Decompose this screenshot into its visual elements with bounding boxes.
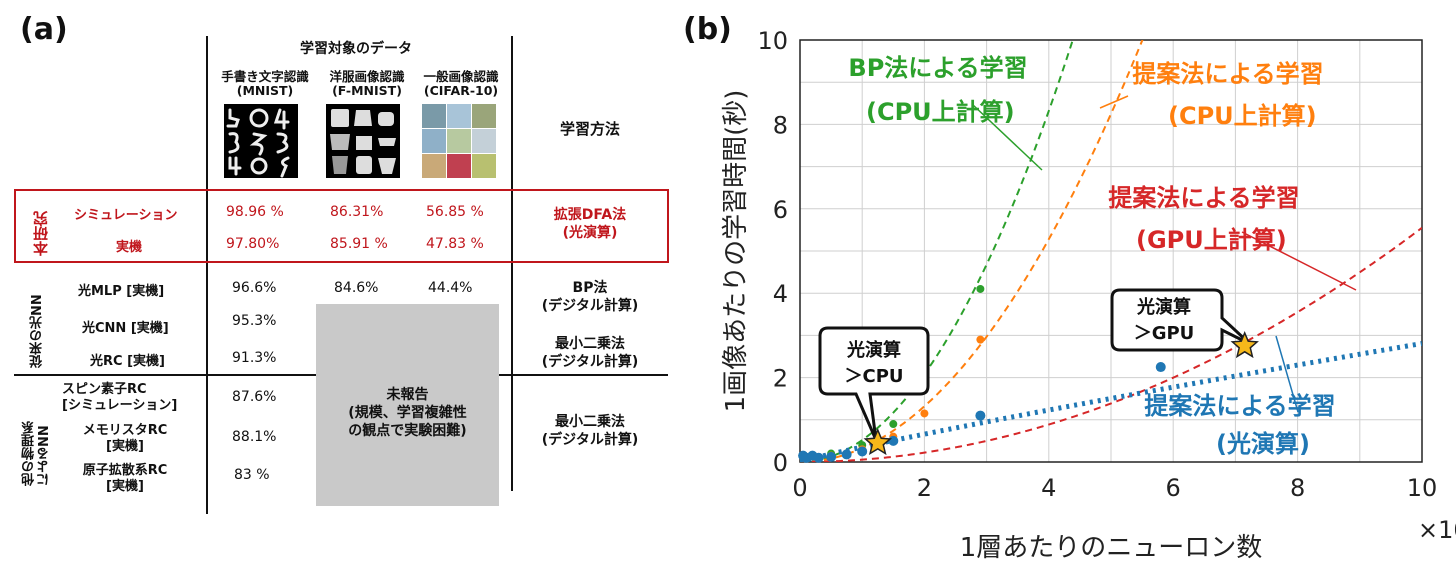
star-marker-gpu <box>1230 330 1259 359</box>
y-tick-label: 6 <box>773 196 788 224</box>
cell-mlp-fmnist: 84.6% <box>334 280 379 296</box>
x-axis-label: 1層あたりのニューロン数 <box>960 533 1263 563</box>
cell-sim-fmnist: 86.31% <box>330 204 384 220</box>
data-point <box>826 451 837 462</box>
this-work-box <box>14 189 669 263</box>
plot-frame <box>799 39 1423 463</box>
series-leader-line <box>971 103 1043 171</box>
y-tick-label: 10 <box>757 27 788 55</box>
star-marker-cpu <box>863 428 892 456</box>
data-point <box>975 410 986 421</box>
cell-memristor-mnist: 88.1% <box>232 429 277 445</box>
row-optical-rc-label: 光RC [実機] <box>90 354 165 369</box>
row-optical-mlp-label: 光MLP [実機] <box>78 284 165 299</box>
cell-hw-cifar: 47.83 % <box>426 236 484 252</box>
cell-sim-mnist: 98.96 % <box>226 204 284 220</box>
series-leader-line <box>1241 231 1357 291</box>
callout-gpu-line1: 光演算 <box>1136 296 1191 318</box>
optical-nn-group-label: 従来の光NN <box>30 294 45 368</box>
y-tick-label: 2 <box>773 365 788 393</box>
fit-line-bp-cpu <box>800 40 1074 462</box>
data-point <box>920 409 929 418</box>
callout-gpu-line2: ＞GPU <box>1134 323 1195 344</box>
data-point <box>889 420 898 429</box>
data-point <box>1155 362 1166 373</box>
fmnist-thumbnail <box>326 104 400 178</box>
callout-cpu <box>818 326 930 441</box>
table-vline-left <box>206 36 208 514</box>
y-tick-label: 8 <box>773 111 788 139</box>
series-label-sub: (GPU上計算) <box>1136 226 1287 254</box>
row-spin-label: スピン素子RC [シミュレーション] <box>62 382 178 413</box>
table-vline-right <box>511 36 513 491</box>
callout-cpu-line1: 光演算 <box>846 339 901 361</box>
fit-line-proposed-cpu <box>800 40 1144 462</box>
series-label: BP法による学習 <box>848 54 1027 82</box>
method-header: 学習方法 <box>559 120 620 138</box>
x-tick-label: 0 <box>792 474 807 502</box>
series-label-sub: (CPU上計算) <box>1168 102 1317 130</box>
series-label: 提案法による学習 <box>1108 184 1299 212</box>
cell-cnn-mnist: 95.3% <box>232 313 277 329</box>
x-tick-label: 10 <box>1407 474 1438 502</box>
series-label-sub: (光演算) <box>1216 430 1310 458</box>
panel-a-label: (a) <box>20 12 68 47</box>
callout-gpu <box>1110 288 1252 352</box>
row-simulation-label: シミュレーション <box>74 208 178 223</box>
data-point <box>976 335 985 344</box>
fit-line-optical <box>800 341 1422 462</box>
y-tick-label: 0 <box>773 449 788 477</box>
this-work-group-label: 本研究 <box>32 211 50 256</box>
data-point <box>888 435 899 446</box>
y-tick-label: 4 <box>773 280 788 308</box>
x-tick-label: 2 <box>917 474 932 502</box>
y-axis-label: 1画像あたりの学習時間(秒) <box>721 90 751 413</box>
series-label: 提案法による学習 <box>1132 60 1323 88</box>
optical-ls-method: 最小二乗法 (デジタル計算) <box>541 336 639 370</box>
unreported-box <box>316 304 499 506</box>
cell-mlp-mnist: 96.6% <box>232 280 277 296</box>
row-optical-cnn-label: 光CNN [実機] <box>82 321 169 336</box>
physical-nn-group-label: 他の物理系 によるNN <box>22 421 52 486</box>
data-point <box>813 452 824 463</box>
cell-mlp-cifar: 44.4% <box>428 280 473 296</box>
data-point <box>976 284 985 293</box>
optical-bp-method: BP法 (デジタル計算) <box>541 280 639 314</box>
cell-sim-cifar: 56.85 % <box>426 204 484 220</box>
unreported-text: 未報告 (規模、学習複雑性 の観点で実験困難) <box>348 387 467 439</box>
dataset-fmnist-title: 洋服画像認識 (F-MNIST) <box>329 69 405 98</box>
series-leader-line <box>1275 335 1299 413</box>
physical-method: 最小二乗法 (デジタル計算) <box>541 414 639 448</box>
fit-line-proposed-gpu <box>800 226 1422 462</box>
data-point <box>857 446 868 457</box>
chart-b: 0 2 4 6 8 10 0 2 4 6 8 10 1層あたりのニューロン数 1画像あたりの学習時間(秒)… <box>721 27 1456 563</box>
dataset-mnist-title: 手書き文字認識 (MNIST) <box>221 69 309 98</box>
cell-hw-mnist: 97.80% <box>226 236 280 252</box>
panel-b-label: (b) <box>683 12 732 47</box>
row-hardware-label: 実機 <box>116 240 143 255</box>
callout-cpu-line2: ＞CPU <box>844 366 903 387</box>
this-work-method: 拡張DFA法 (光演算) <box>553 207 627 241</box>
series-leader-line <box>1099 95 1129 109</box>
cell-spin-mnist: 87.6% <box>232 389 277 405</box>
cell-rc-mnist: 91.3% <box>232 350 277 366</box>
dataset-cifar-title: 一般画像認識 (CIFAR-10) <box>423 69 499 98</box>
x-tick-label: 4 <box>1041 474 1056 502</box>
series-label: 提案法による学習 <box>1144 392 1335 420</box>
data-point <box>841 449 852 460</box>
x-multiplier: ×105 <box>1418 513 1456 544</box>
curves-group <box>800 40 1422 462</box>
x-tick-label: 8 <box>1290 474 1305 502</box>
cifar-thumbnail <box>422 104 496 178</box>
header-group-title: 学習対象のデータ <box>300 41 412 57</box>
row-atomic-label: 原子拡散系RC [実機] <box>82 463 168 494</box>
row-memristor-label: メモリスタRC [実機] <box>82 423 168 454</box>
x-tick-label: 6 <box>1166 474 1181 502</box>
series-label-sub: (CPU上計算) <box>866 98 1015 126</box>
cell-hw-fmnist: 85.91 % <box>330 236 388 252</box>
mnist-thumbnail <box>224 104 298 178</box>
cell-atomic-mnist: 83 % <box>234 467 270 483</box>
